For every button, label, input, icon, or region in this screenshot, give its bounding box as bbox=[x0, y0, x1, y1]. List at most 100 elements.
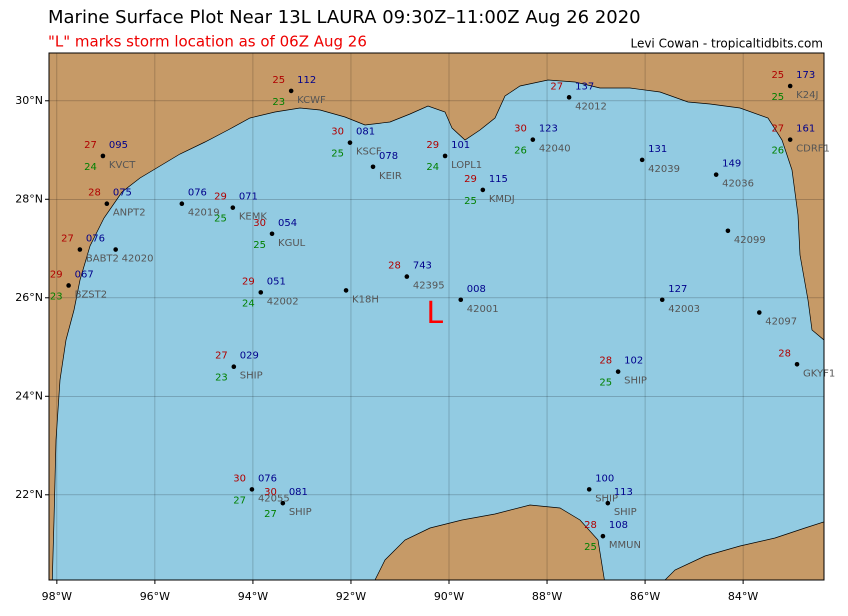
pressure: 078 bbox=[379, 151, 398, 162]
station-dot bbox=[480, 187, 486, 193]
dewpoint: 25 bbox=[214, 214, 227, 225]
temperature: 25 bbox=[771, 70, 784, 81]
station-dot bbox=[404, 274, 410, 279]
station-id: KSCF bbox=[356, 147, 382, 158]
station-dot bbox=[566, 95, 572, 100]
station-id: KEIR bbox=[379, 171, 402, 182]
x-tick-label: 88°W bbox=[532, 590, 562, 603]
dewpoint: 27 bbox=[233, 495, 246, 506]
pressure: 101 bbox=[451, 140, 470, 151]
pressure: 076 bbox=[258, 473, 277, 484]
temperature: 28 bbox=[778, 348, 791, 359]
temperature: 27 bbox=[771, 124, 784, 135]
y-tick-label: 30°N bbox=[15, 94, 43, 107]
map-area bbox=[49, 53, 824, 580]
station-dot bbox=[756, 310, 762, 315]
temperature: 27 bbox=[215, 351, 228, 362]
x-tick-label: 90°W bbox=[434, 590, 464, 603]
temperature: 27 bbox=[550, 81, 563, 92]
station-dot bbox=[280, 500, 286, 506]
station-dot bbox=[104, 201, 110, 207]
station-id: K18H bbox=[352, 294, 379, 305]
x-tick-label: 98°W bbox=[42, 590, 72, 603]
pressure: 161 bbox=[796, 124, 815, 135]
station-id: KEMK bbox=[239, 212, 268, 223]
map-frame bbox=[48, 52, 825, 581]
station-id: 42020 bbox=[122, 254, 154, 265]
station-dot bbox=[530, 137, 536, 142]
station-dot bbox=[458, 297, 464, 303]
temperature: 30 bbox=[264, 487, 277, 498]
pressure: 075 bbox=[113, 188, 132, 199]
temperature: 28 bbox=[599, 356, 612, 367]
x-tick-label: 94°W bbox=[238, 590, 268, 603]
land-north bbox=[49, 53, 824, 580]
station-id: MMUN bbox=[609, 540, 641, 551]
station-id: 42055 bbox=[258, 493, 290, 504]
station-id: 42003 bbox=[668, 304, 700, 315]
x-tick-label: 92°W bbox=[336, 590, 366, 603]
y-tick-label: 24°N bbox=[15, 389, 43, 402]
station-id: 42395 bbox=[413, 281, 445, 292]
station-dot bbox=[442, 153, 448, 159]
dewpoint: 24 bbox=[426, 162, 439, 173]
dewpoint: 26 bbox=[771, 146, 784, 157]
pressure: 051 bbox=[267, 276, 286, 287]
station-dot bbox=[605, 500, 611, 506]
station-id: SHIP bbox=[614, 507, 637, 518]
stations: 076420192925071KEMK3025054KGUL2924051420… bbox=[50, 70, 835, 553]
grid bbox=[49, 53, 824, 580]
x-tick-label: 96°W bbox=[140, 590, 170, 603]
station-dot bbox=[230, 205, 236, 210]
temperature: 25 bbox=[272, 75, 285, 86]
temperature: 28 bbox=[88, 188, 101, 199]
temperature: 29 bbox=[242, 276, 255, 287]
pressure: 123 bbox=[539, 124, 558, 135]
temperature: 29 bbox=[464, 174, 477, 185]
pressure: 029 bbox=[240, 351, 259, 362]
pressure: 149 bbox=[722, 159, 741, 170]
station-id: ANPT2 bbox=[113, 208, 146, 219]
x-tick-label: 86°W bbox=[630, 590, 660, 603]
station-dot bbox=[249, 487, 255, 492]
land-cuba bbox=[664, 521, 824, 580]
dewpoint: 25 bbox=[253, 240, 266, 251]
pressure: 127 bbox=[668, 284, 687, 295]
y-tick-label: 28°N bbox=[15, 192, 43, 205]
station-id: SHIP bbox=[240, 371, 263, 382]
station-dot bbox=[343, 288, 349, 293]
pressure: 008 bbox=[467, 284, 486, 295]
station-id: 42001 bbox=[467, 304, 499, 315]
pressure: 081 bbox=[356, 127, 375, 138]
station-dot bbox=[77, 247, 83, 252]
pressure: 115 bbox=[489, 174, 508, 185]
station-dot bbox=[66, 283, 71, 288]
station-dot bbox=[615, 369, 621, 374]
temperature: 29 bbox=[426, 140, 439, 151]
station-dot bbox=[100, 153, 106, 159]
station-dot bbox=[600, 533, 606, 539]
station-id: GKYF1 bbox=[803, 368, 835, 379]
station-dot bbox=[586, 487, 592, 492]
station-dot bbox=[258, 290, 264, 295]
station-id: BABT2 bbox=[86, 254, 119, 265]
station-id: 42036 bbox=[722, 179, 754, 190]
dewpoint: 25 bbox=[584, 542, 597, 553]
dewpoint: 25 bbox=[599, 378, 612, 389]
station-dot bbox=[179, 201, 185, 207]
pressure: 112 bbox=[297, 75, 316, 86]
dewpoint: 25 bbox=[464, 196, 477, 207]
station-id: 42012 bbox=[575, 101, 607, 112]
pressure: 173 bbox=[796, 70, 815, 81]
station-id: K24J bbox=[796, 90, 818, 101]
dewpoint: 26 bbox=[514, 146, 527, 157]
station-id: KMDJ bbox=[489, 194, 515, 205]
station-dot bbox=[288, 88, 294, 94]
temperature: 29 bbox=[214, 192, 227, 203]
station-id: KGUL bbox=[278, 238, 306, 249]
station-dot bbox=[113, 247, 118, 252]
station-dot bbox=[725, 228, 731, 234]
station-dot bbox=[231, 364, 237, 370]
station-id: CDRF1 bbox=[796, 144, 830, 155]
